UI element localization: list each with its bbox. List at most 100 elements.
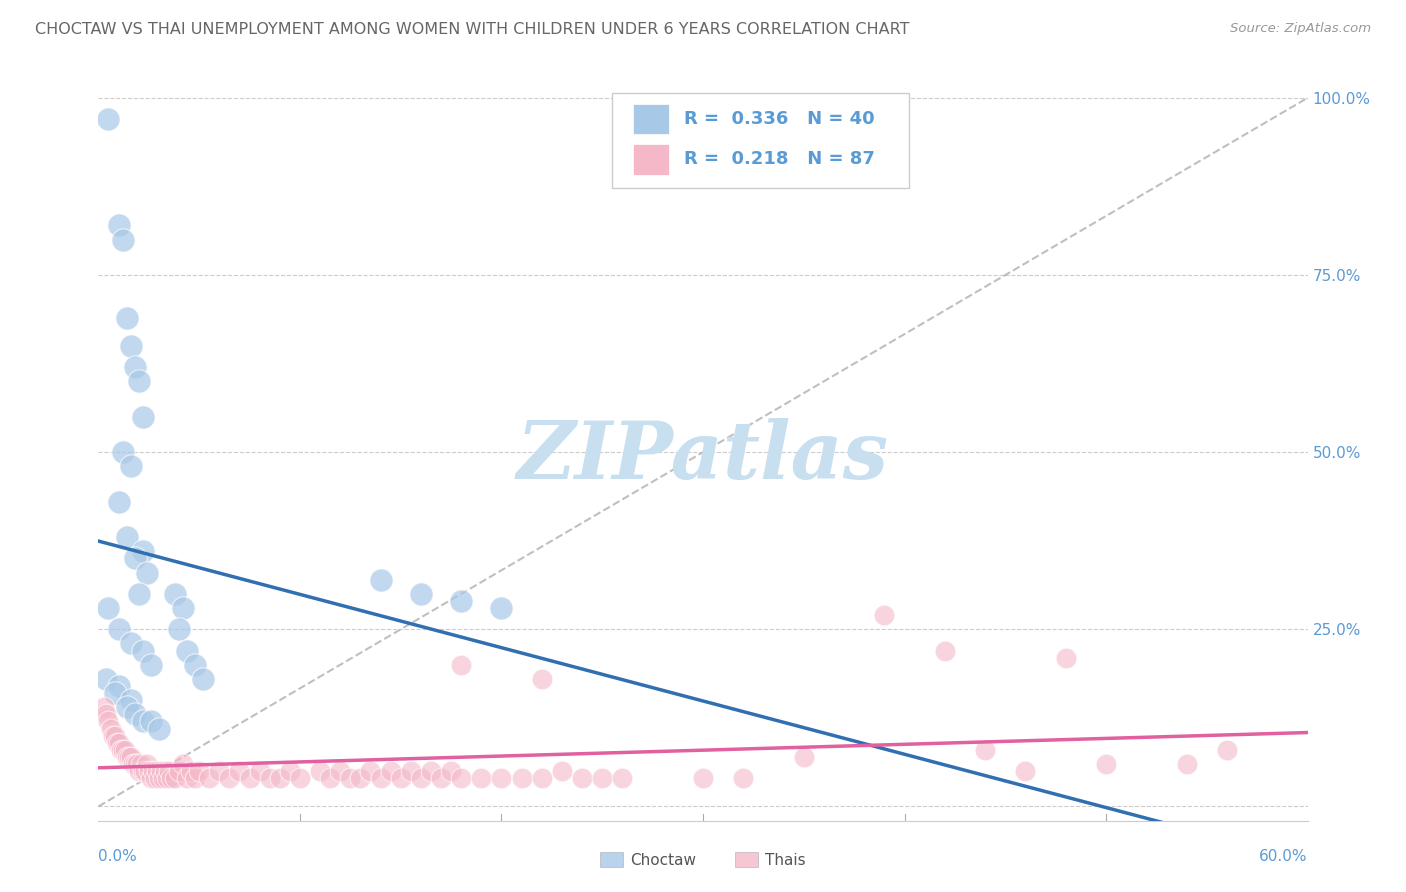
Point	[125, 756, 148, 771]
Point	[132, 544, 155, 558]
Point	[409, 771, 432, 785]
Point	[97, 714, 120, 729]
Point	[111, 743, 134, 757]
Point	[132, 643, 155, 657]
Point	[139, 771, 162, 785]
Point	[139, 714, 162, 729]
Point	[288, 771, 311, 785]
Point	[176, 643, 198, 657]
Point	[1175, 756, 1198, 771]
Point	[934, 643, 956, 657]
Point	[93, 700, 115, 714]
Point	[110, 743, 132, 757]
Point	[193, 672, 215, 686]
Point	[163, 587, 186, 601]
Point	[184, 771, 207, 785]
Point	[360, 764, 382, 778]
Point	[124, 707, 146, 722]
Point	[470, 771, 492, 785]
Point	[1216, 743, 1239, 757]
Point	[120, 693, 142, 707]
Point	[107, 679, 129, 693]
Point	[591, 771, 613, 785]
Point	[157, 764, 180, 778]
Text: R =  0.218   N = 87: R = 0.218 N = 87	[683, 151, 875, 169]
Text: ZIPatlas: ZIPatlas	[517, 418, 889, 495]
Point	[389, 771, 412, 785]
Point	[124, 360, 146, 375]
Point	[172, 756, 194, 771]
Point	[103, 686, 125, 700]
Point	[142, 764, 165, 778]
Point	[380, 764, 402, 778]
Point	[319, 771, 342, 785]
Point	[134, 764, 156, 778]
Point	[259, 771, 281, 785]
Point	[120, 459, 142, 474]
Point	[188, 764, 211, 778]
Point	[309, 764, 332, 778]
Point	[172, 601, 194, 615]
Point	[132, 714, 155, 729]
Point	[530, 672, 553, 686]
Point	[1095, 756, 1118, 771]
Point	[115, 750, 138, 764]
Point	[974, 743, 997, 757]
Point	[97, 112, 120, 127]
Point	[450, 657, 472, 672]
Point	[103, 729, 125, 743]
Text: Source: ZipAtlas.com: Source: ZipAtlas.com	[1230, 22, 1371, 36]
Point	[111, 233, 134, 247]
Point	[143, 771, 166, 785]
Point	[128, 764, 150, 778]
Point	[97, 601, 120, 615]
Point	[96, 672, 118, 686]
Point	[148, 722, 170, 736]
Point	[571, 771, 593, 785]
Point	[430, 771, 453, 785]
Point	[128, 374, 150, 388]
Point	[118, 750, 141, 764]
Point	[420, 764, 443, 778]
Point	[115, 310, 138, 325]
Point	[530, 771, 553, 785]
Point	[167, 623, 190, 637]
Text: 0.0%: 0.0%	[98, 849, 138, 864]
Text: 60.0%: 60.0%	[1260, 849, 1308, 864]
Point	[135, 566, 157, 580]
Point	[111, 445, 134, 459]
Point	[370, 771, 392, 785]
Point	[96, 707, 118, 722]
Point	[132, 764, 155, 778]
Point	[399, 764, 422, 778]
Point	[139, 657, 162, 672]
Point	[148, 771, 170, 785]
Point	[121, 756, 143, 771]
Point	[107, 623, 129, 637]
Point	[349, 771, 371, 785]
FancyBboxPatch shape	[633, 145, 669, 175]
Point	[1054, 650, 1077, 665]
Point	[873, 608, 896, 623]
Point	[249, 764, 271, 778]
Point	[101, 729, 124, 743]
Point	[491, 771, 513, 785]
Point	[450, 594, 472, 608]
Point	[510, 771, 533, 785]
Point	[129, 756, 152, 771]
Point	[124, 551, 146, 566]
Text: CHOCTAW VS THAI UNEMPLOYMENT AMONG WOMEN WITH CHILDREN UNDER 6 YEARS CORRELATION: CHOCTAW VS THAI UNEMPLOYMENT AMONG WOMEN…	[35, 22, 910, 37]
Point	[278, 764, 301, 778]
Point	[152, 771, 174, 785]
Point	[153, 764, 176, 778]
Point	[146, 764, 169, 778]
Point	[100, 722, 122, 736]
Point	[149, 764, 172, 778]
Point	[733, 771, 755, 785]
FancyBboxPatch shape	[613, 93, 908, 187]
Point	[370, 573, 392, 587]
Point	[208, 764, 231, 778]
Point	[132, 409, 155, 424]
Point	[160, 771, 183, 785]
Point	[120, 750, 142, 764]
